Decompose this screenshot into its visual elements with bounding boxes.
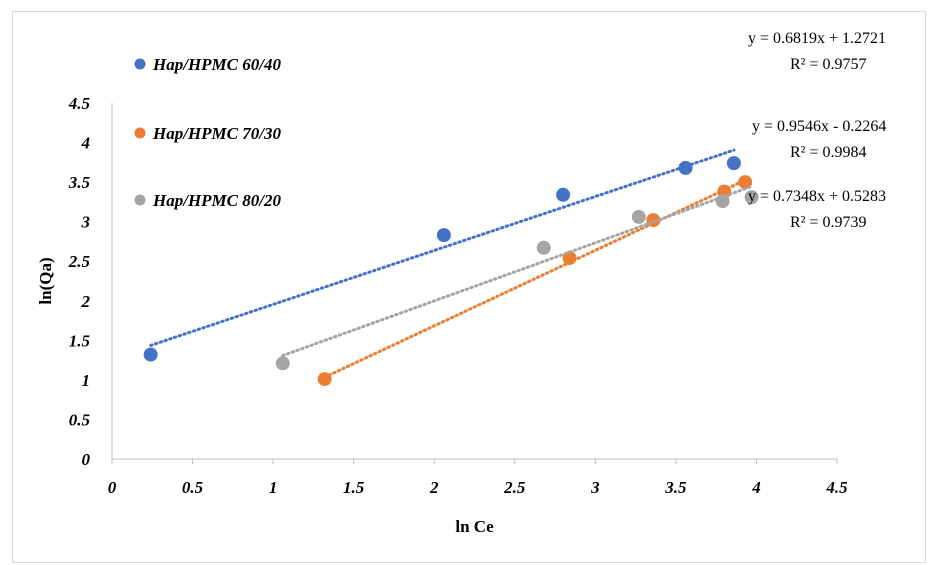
trendline-r2-series-1: R² = 0.9757 [790,56,867,73]
data-point-series-1 [556,187,571,202]
data-point-series-3 [275,356,290,371]
data-point-series-1 [143,347,158,362]
trendline-r2-series-3: R² = 0.9739 [790,214,867,231]
y-tick-label: 2.5 [68,252,91,271]
legend-marker-series-2 [134,127,146,139]
data-point-series-3 [744,190,759,205]
y-axis-title: ln(Qa) [36,257,55,304]
y-tick-label: 4.5 [68,94,91,113]
data-point-series-2 [738,175,753,190]
trendline-series-2 [323,178,747,379]
trendline-r2-series-2: R² = 0.9984 [790,144,867,161]
x-tick-label: 4 [751,478,761,497]
legend-marker-series-1 [134,58,146,70]
data-point-series-3 [631,209,646,224]
y-tick-label: 1.5 [69,331,91,350]
data-point-series-3 [715,194,730,209]
chart-area [12,11,926,563]
data-point-series-2 [317,372,332,387]
trendline-series-3 [281,184,754,358]
y-tick-label: 3 [81,213,91,232]
data-point-series-1 [678,160,693,175]
legend-marker-series-3 [134,194,146,206]
trendline-series-1 [149,148,736,347]
y-tick-label: 1 [82,371,91,390]
x-tick-label: 1.5 [343,478,365,497]
y-tick-label: 0 [82,450,91,469]
y-tick-label: 2 [81,292,91,311]
trendline-equation-series-3: y = 0.7348x + 0.5283 [748,188,886,205]
y-tick-label: 3.5 [68,173,91,192]
trendline-equation-series-2: y = 0.9546x - 0.2264 [752,118,886,135]
trendline-equation-series-1: y = 0.6819x + 1.2721 [748,30,886,47]
x-axis-title: ln Ce [455,517,494,536]
x-tick-label: 2.5 [503,478,526,497]
x-tick-label: 3 [590,478,600,497]
x-tick-label: 0 [108,478,117,497]
x-tick-label: 1 [269,478,278,497]
legend-label-series-1: Hap/HPMC 60/40 [152,55,281,74]
y-tick-label: 0.5 [69,410,91,429]
data-point-series-3 [536,240,551,255]
x-tick-label: 2 [429,478,439,497]
x-tick-label: 4.5 [825,478,848,497]
y-tick-label: 4 [81,134,91,153]
x-tick-label: 0.5 [182,478,204,497]
legend-label-series-3: Hap/HPMC 80/20 [152,191,281,210]
data-point-series-1 [726,156,741,171]
data-point-series-1 [436,228,451,243]
x-tick-label: 3.5 [664,478,687,497]
legend-label-series-2: Hap/HPMC 70/30 [152,124,281,143]
